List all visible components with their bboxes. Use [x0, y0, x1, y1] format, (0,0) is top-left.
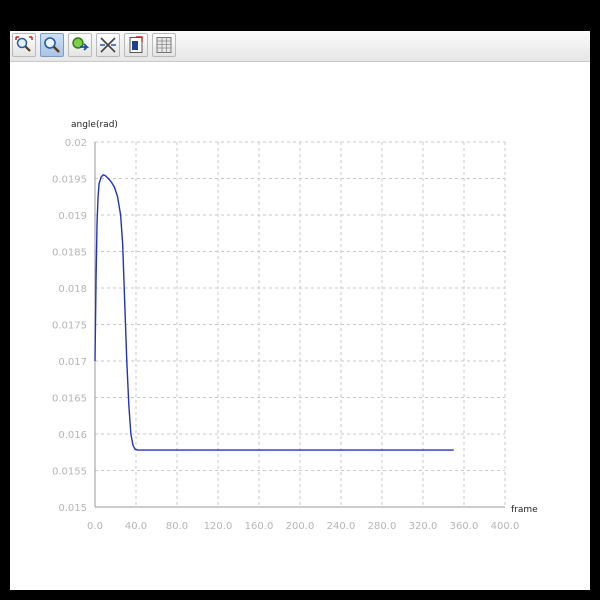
y-tick-label: 0.019: [58, 211, 87, 222]
grid: [94, 141, 506, 508]
y-tick-label: 0.02: [65, 138, 87, 149]
series-line: [94, 174, 454, 451]
zoom-fit-button[interactable]: [12, 33, 36, 57]
y-tick-label: 0.0155: [52, 467, 87, 478]
crosshair-icon: [100, 37, 116, 53]
export-data-icon: [129, 36, 143, 53]
series: [94, 174, 454, 451]
x-tick-label: 400.0: [491, 521, 520, 532]
y-tick-label: 0.018: [58, 284, 87, 295]
x-tick-label: 280.0: [368, 521, 397, 532]
crosshair-button[interactable]: [96, 33, 120, 57]
x-tick-label: 80.0: [166, 521, 188, 532]
x-tick-label: 120.0: [204, 521, 233, 532]
pan-button[interactable]: [68, 33, 92, 57]
table-icon: [156, 37, 172, 53]
x-tick-label: 0.0: [87, 521, 103, 532]
zoom-button[interactable]: [40, 33, 64, 57]
x-tick-label: 240.0: [327, 521, 356, 532]
y-tick-label: 0.0195: [52, 175, 87, 186]
x-tick-label: 160.0: [245, 521, 274, 532]
y-tick-label: 0.017: [58, 357, 87, 368]
x-tick-label: 320.0: [409, 521, 438, 532]
y-axis-label: angle(rad): [71, 120, 118, 130]
zoom-icon: [44, 37, 60, 53]
zoom-fit-icon: [15, 36, 33, 52]
x-tick-label: 200.0: [286, 521, 315, 532]
y-tick-label: 0.0185: [52, 248, 87, 259]
toolbar: [10, 31, 590, 62]
export-data-button[interactable]: [124, 33, 148, 57]
x-tick-label: 40.0: [125, 521, 147, 532]
x-tick-label: 360.0: [450, 521, 479, 532]
x-axis-label: frame: [511, 505, 538, 515]
tick-labels: 0.0 40.0 80.0 120.0 160.0 200.0 240.0 280.0 320.…: [52, 138, 519, 532]
table-button[interactable]: [152, 33, 176, 57]
y-tick-label: 0.0175: [52, 321, 87, 332]
pan-icon: [72, 37, 89, 51]
y-tick-label: 0.015: [58, 503, 87, 514]
y-tick-label: 0.0165: [52, 394, 87, 405]
y-tick-label: 0.016: [58, 430, 87, 441]
